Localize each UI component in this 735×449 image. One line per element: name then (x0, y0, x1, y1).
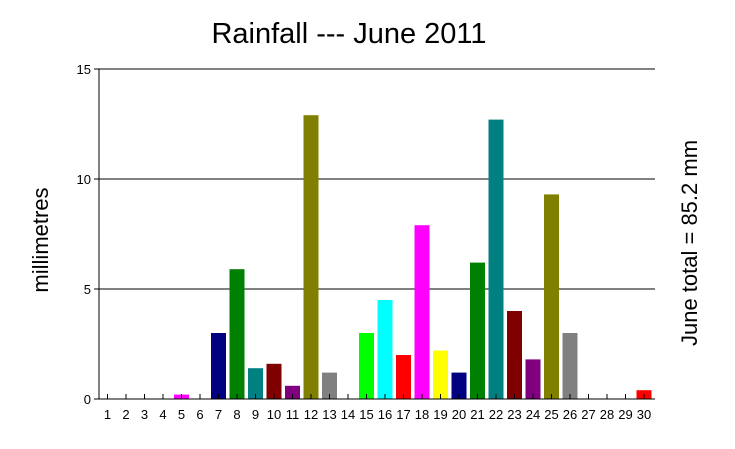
bar-day-20 (451, 372, 467, 399)
x-tick-label-3: 3 (141, 407, 148, 422)
x-tick-label-30: 30 (637, 407, 651, 422)
bar-day-26 (562, 333, 578, 399)
chart-title: Rainfall --- June 2011 (211, 18, 486, 50)
bar-day-18 (414, 225, 430, 399)
x-tick-label-11: 11 (286, 407, 300, 422)
x-tick-label-16: 16 (378, 407, 392, 422)
y-tick-label-5: 5 (84, 282, 91, 297)
x-tick-label-27: 27 (581, 407, 595, 422)
x-tick-label-6: 6 (196, 407, 203, 422)
y-tick-label-10: 10 (77, 172, 91, 187)
bar-day-22 (488, 119, 504, 399)
y-tick-label-0: 0 (84, 392, 91, 407)
bar-day-8 (229, 269, 245, 399)
x-tick-label-22: 22 (489, 407, 503, 422)
x-tick-label-23: 23 (507, 407, 521, 422)
june-total-note: June total = 85.2 mm (677, 140, 702, 346)
x-tick-label-18: 18 (415, 407, 429, 422)
x-tick-label-24: 24 (526, 407, 540, 422)
bar-day-9 (248, 368, 263, 399)
x-tick-label-25: 25 (544, 407, 558, 422)
x-ticks: 1 2 3 4 5 6 7 8 9 10 11 12 13 14 15 16 17 18 19 20 21 22 23 24 2… (104, 394, 651, 422)
bar-day-19 (433, 350, 448, 399)
bar-day-16 (377, 300, 393, 399)
x-tick-label-13: 13 (322, 407, 336, 422)
y-axis-label: millimetres (28, 187, 53, 292)
x-tick-label-1: 1 (104, 407, 111, 422)
x-tick-label-14: 14 (341, 407, 355, 422)
x-tick-label-4: 4 (159, 407, 166, 422)
y-ticks: 0 5 10 15 (77, 62, 99, 407)
gridlines (99, 68, 655, 290)
x-tick-label-7: 7 (215, 407, 222, 422)
bars (174, 115, 652, 399)
x-tick-label-29: 29 (618, 407, 632, 422)
bar-day-24 (525, 359, 541, 399)
bar-day-11 (285, 385, 300, 399)
bar-day-25 (544, 194, 559, 399)
bar-day-21 (470, 262, 485, 399)
bar-day-17 (396, 355, 411, 399)
x-tick-label-5: 5 (178, 407, 185, 422)
x-tick-label-9: 9 (252, 407, 259, 422)
bar-day-15 (359, 333, 374, 399)
x-tick-label-17: 17 (396, 407, 410, 422)
x-tick-label-28: 28 (600, 407, 614, 422)
x-tick-label-2: 2 (122, 407, 129, 422)
x-tick-label-10: 10 (267, 407, 281, 422)
x-tick-label-20: 20 (452, 407, 466, 422)
x-tick-label-8: 8 (233, 407, 240, 422)
y-tick-label-15: 15 (77, 62, 91, 77)
x-tick-label-15: 15 (359, 407, 373, 422)
bar-day-23 (507, 311, 522, 399)
x-tick-label-12: 12 (304, 407, 318, 422)
axes (98, 69, 655, 400)
x-tick-label-26: 26 (563, 407, 577, 422)
x-tick-label-19: 19 (433, 407, 447, 422)
bar-day-7 (211, 333, 226, 399)
bar-day-13 (322, 372, 337, 399)
bar-day-12 (303, 115, 319, 399)
bar-day-10 (266, 363, 282, 399)
x-tick-label-21: 21 (470, 407, 484, 422)
